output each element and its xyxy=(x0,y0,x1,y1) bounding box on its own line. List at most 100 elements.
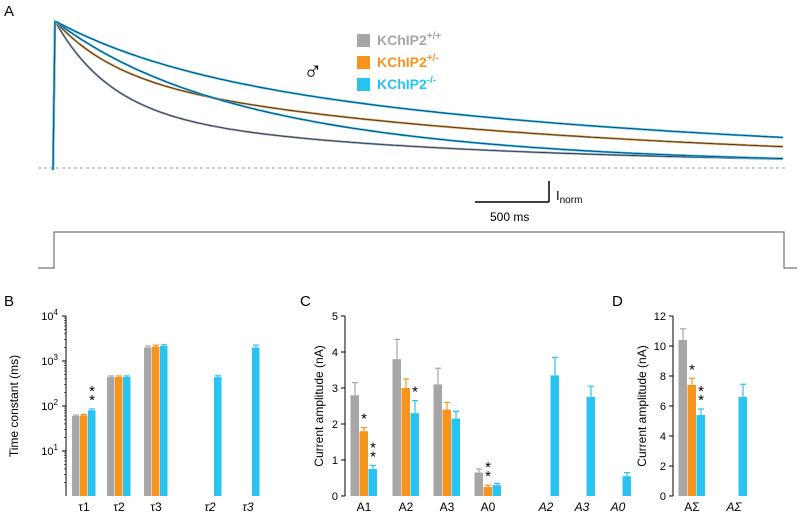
legend-swatch-1 xyxy=(357,56,370,69)
bar xyxy=(401,388,410,496)
bar xyxy=(738,397,747,496)
legend-label-sup: +/+ xyxy=(427,31,442,42)
y-tick-label: 102 xyxy=(41,398,58,413)
x-tick-label: τ2 xyxy=(204,500,215,512)
x-tick-label: A0 xyxy=(481,500,496,512)
bar xyxy=(152,346,160,496)
scale-bar-current-label: Inorm xyxy=(556,188,582,206)
bar xyxy=(687,385,696,496)
x-tick-label: A3 xyxy=(440,500,455,512)
bar xyxy=(144,347,152,496)
y-tick-label: 1 xyxy=(332,455,338,467)
trace-fit-1 xyxy=(52,21,784,171)
panel-a-label: A xyxy=(4,3,14,20)
y-tick-label: 4 xyxy=(332,347,338,359)
significance-star: * xyxy=(698,392,704,409)
y-axis-label: Time constant (ms) xyxy=(7,355,21,457)
trace-fit-0 xyxy=(52,20,784,171)
legend-label-sup: +/- xyxy=(427,53,439,64)
bar xyxy=(678,340,687,496)
bar xyxy=(622,476,631,496)
y-tick-label: 10 xyxy=(654,341,666,353)
legend: ♂ KChIP2+/+KChIP2+/-KChIP2-/- xyxy=(303,31,441,92)
significance-star: * xyxy=(370,448,376,465)
trace-fit-2 xyxy=(52,21,784,171)
scale-bar-time-label: 500 ms xyxy=(490,210,529,224)
y-tick-label: 2 xyxy=(332,419,338,431)
y-axis-label: Current amplitude (nA) xyxy=(312,345,326,466)
panel-b: 101 102 103 104 Time constant (ms) ** τ1 τ2 τ3 τ2… xyxy=(7,308,260,512)
bar xyxy=(107,377,115,496)
scale-bar-current-main: I xyxy=(556,188,560,203)
y-tick-label: 4 xyxy=(660,431,666,443)
legend-label-0: KChIP2+/+ xyxy=(377,31,441,48)
x-tick-label: τ2 xyxy=(113,500,125,512)
scale-bar: 500 ms Inorm xyxy=(475,181,582,224)
bar xyxy=(586,397,595,496)
y-tick-label: 6 xyxy=(660,401,666,413)
bar xyxy=(123,377,131,496)
bar xyxy=(392,359,401,496)
trace-fit-3 xyxy=(52,21,784,171)
panel-d-label: D xyxy=(612,293,623,310)
legend-label-sup: -/- xyxy=(427,75,436,86)
bar xyxy=(72,415,80,496)
x-tick-label: AΣ xyxy=(684,500,699,512)
bar xyxy=(410,413,419,496)
bar xyxy=(350,395,359,496)
x-tick-label: A0 xyxy=(610,500,626,512)
panel-d: 0 2 4 6 8 10 12 Current amplitude (nA) *** AΣ AΣ xyxy=(635,311,747,512)
significance-star: * xyxy=(485,468,491,485)
panel-b-label: B xyxy=(4,293,14,310)
bar xyxy=(451,418,460,496)
y-tick-label: 2 xyxy=(660,461,666,473)
x-tick-label: A1 xyxy=(357,500,372,512)
legend-label-1: KChIP2+/- xyxy=(377,53,439,70)
bar xyxy=(80,415,88,496)
y-tick-label: 8 xyxy=(660,371,666,383)
y-tick-label: 101 xyxy=(41,443,58,458)
y-tick-label: 3 xyxy=(332,383,338,395)
x-tick-label: A3 xyxy=(574,500,590,512)
voltage-protocol-line xyxy=(38,231,797,269)
scale-bar-current-sub: norm xyxy=(560,195,583,206)
panel-c-label: C xyxy=(300,293,311,310)
legend-label-base: KChIP2 xyxy=(377,54,427,70)
y-tick-label: 12 xyxy=(654,311,666,323)
significance-star: * xyxy=(89,392,95,409)
y-tick-label: 0 xyxy=(660,491,666,503)
bar xyxy=(252,347,260,496)
y-tick-label: 5 xyxy=(332,311,338,323)
bar xyxy=(492,485,501,496)
bar xyxy=(368,469,377,496)
significance-star: * xyxy=(370,439,376,456)
x-tick-label: A2 xyxy=(538,500,554,512)
bar xyxy=(433,384,442,496)
bar xyxy=(474,472,483,496)
bar xyxy=(88,410,96,496)
bar xyxy=(160,346,168,496)
male-symbol: ♂ xyxy=(303,56,323,86)
significance-star: * xyxy=(698,383,704,400)
significance-star: * xyxy=(485,459,491,476)
y-tick-label: 104 xyxy=(41,308,58,323)
legend-label-base: KChIP2 xyxy=(377,32,427,48)
significance-star: * xyxy=(689,361,695,378)
legend-label-base: KChIP2 xyxy=(377,76,427,92)
significance-star: * xyxy=(412,384,418,401)
y-tick-label: 0 xyxy=(332,491,338,503)
legend-swatch-0 xyxy=(357,34,370,47)
bar xyxy=(483,487,492,496)
significance-star: * xyxy=(361,411,367,428)
bar xyxy=(359,431,368,496)
x-tick-label: τ3 xyxy=(242,500,253,512)
x-tick-label: A2 xyxy=(399,500,414,512)
bar xyxy=(115,377,123,496)
current-traces xyxy=(51,18,784,171)
legend-label-2: KChIP2-/- xyxy=(377,75,436,92)
x-tick-label: τ3 xyxy=(150,500,162,512)
x-tick-label: τ1 xyxy=(78,500,90,512)
legend-swatch-2 xyxy=(357,78,370,91)
